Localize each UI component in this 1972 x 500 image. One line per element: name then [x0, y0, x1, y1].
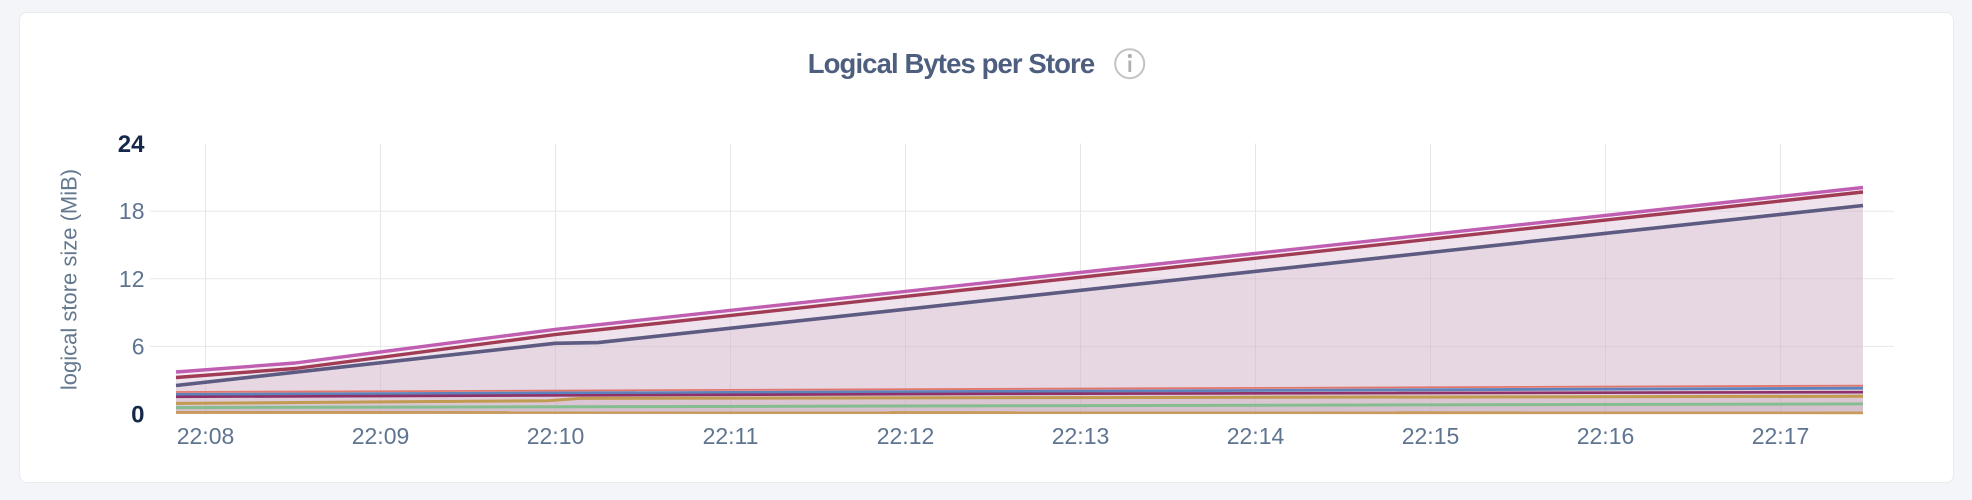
svg-text:22:16: 22:16: [1577, 423, 1635, 449]
svg-text:22:15: 22:15: [1402, 423, 1460, 449]
svg-text:0: 0: [131, 402, 144, 429]
svg-text:12: 12: [119, 266, 145, 292]
svg-text:22:09: 22:09: [352, 423, 410, 449]
svg-text:22:13: 22:13: [1052, 423, 1110, 449]
svg-text:18: 18: [119, 198, 145, 224]
svg-text:22:17: 22:17: [1752, 423, 1810, 449]
svg-text:22:08: 22:08: [177, 423, 235, 449]
svg-text:22:14: 22:14: [1227, 423, 1285, 449]
svg-text:22:12: 22:12: [877, 423, 935, 449]
svg-text:6: 6: [132, 333, 145, 359]
svg-text:24: 24: [118, 131, 145, 158]
svg-text:22:10: 22:10: [527, 423, 585, 449]
svg-text:22:11: 22:11: [703, 423, 759, 449]
svg-text:logical store size (MiB): logical store size (MiB): [56, 169, 81, 390]
svg-text:Logical Bytes per Store: Logical Bytes per Store: [808, 48, 1095, 79]
